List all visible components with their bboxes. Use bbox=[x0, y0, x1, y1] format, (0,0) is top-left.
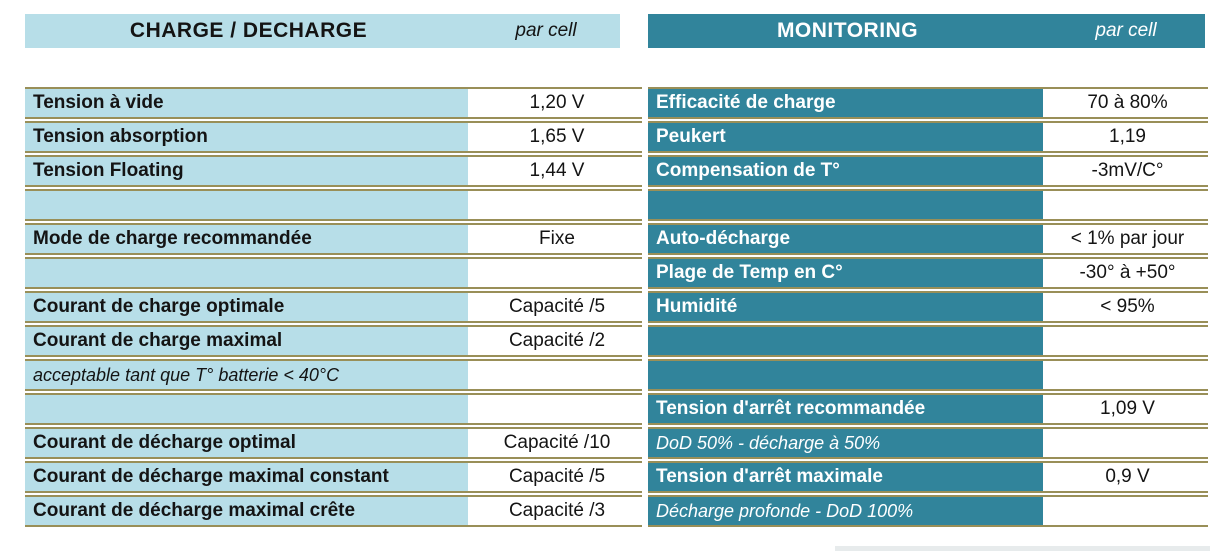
charge-decharge-row-3-spacer bbox=[25, 189, 642, 221]
monitoring-row-11: Tension d'arrêt maximale 0,9 V bbox=[648, 461, 1208, 493]
row-value: 1,44 V bbox=[472, 157, 642, 185]
row-label: Tension à vide bbox=[25, 89, 472, 117]
monitoring-row-2: Compensation de T° -3mV/C° bbox=[648, 155, 1208, 187]
monitoring-table: MONITORING par cell Efficacité de charge… bbox=[648, 14, 1208, 529]
monitoring-unit-label: par cell bbox=[1095, 20, 1157, 41]
monitoring-rows: Efficacité de charge 70 à 80% Peukert 1,19 C… bbox=[648, 87, 1208, 527]
row-value bbox=[472, 395, 642, 423]
row-value: Capacité /3 bbox=[472, 497, 642, 525]
row-label: Courant de charge maximal bbox=[25, 327, 472, 355]
row-value: 1,19 bbox=[1047, 123, 1208, 151]
monitoring-row-12: Décharge profonde - DoD 100% bbox=[648, 495, 1208, 527]
row-value: -3mV/C° bbox=[1047, 157, 1208, 185]
charge-decharge-row-7: Courant de charge maximal Capacité /2 bbox=[25, 325, 642, 357]
row-value bbox=[472, 259, 642, 287]
row-label: Tension absorption bbox=[25, 123, 472, 151]
monitoring-row-1: Peukert 1,19 bbox=[648, 121, 1208, 153]
row-value: Capacité /2 bbox=[472, 327, 642, 355]
row-value bbox=[1047, 497, 1208, 525]
row-label: Courant de décharge maximal crête bbox=[25, 497, 472, 525]
row-label bbox=[25, 259, 472, 287]
row-value bbox=[1047, 429, 1208, 457]
monitoring-row-0: Efficacité de charge 70 à 80% bbox=[648, 87, 1208, 119]
monitoring-row-10: DoD 50% - décharge à 50% bbox=[648, 427, 1208, 459]
row-value: 1,20 V bbox=[472, 89, 642, 117]
charge-decharge-rows: Tension à vide 1,20 V Tension absorption 1,… bbox=[25, 87, 642, 527]
row-label bbox=[25, 191, 472, 219]
row-label: Courant de charge optimale bbox=[25, 293, 472, 321]
row-label: DoD 50% - décharge à 50% bbox=[648, 429, 1047, 457]
row-label: acceptable tant que T° batterie < 40°C bbox=[25, 361, 472, 389]
charge-decharge-row-6: Courant de charge optimale Capacité /5 bbox=[25, 291, 642, 323]
row-value: Capacité /10 bbox=[472, 429, 642, 457]
row-label bbox=[648, 327, 1047, 355]
row-label bbox=[648, 191, 1047, 219]
row-label bbox=[25, 395, 472, 423]
row-value: -30° à +50° bbox=[1047, 259, 1208, 287]
charge-decharge-row-12: Courant de décharge maximal crête Capacit… bbox=[25, 495, 642, 527]
row-label: Tension Floating bbox=[25, 157, 472, 185]
charge-decharge-table: CHARGE / DECHARGE par cell Tension à vid… bbox=[25, 14, 642, 529]
monitoring-row-3-spacer bbox=[648, 189, 1208, 221]
row-label: Efficacité de charge bbox=[648, 89, 1047, 117]
monitoring-title: MONITORING bbox=[776, 19, 919, 42]
row-label: Décharge profonde - DoD 100% bbox=[648, 497, 1047, 525]
monitoring-row-6: Humidité < 95% bbox=[648, 291, 1208, 323]
charge-decharge-row-0: Tension à vide 1,20 V bbox=[25, 87, 642, 119]
charge-decharge-row-10: Courant de décharge optimal Capacité /10 bbox=[25, 427, 642, 459]
monitoring-row-4: Auto-décharge < 1% par jour bbox=[648, 223, 1208, 255]
monitoring-row-7-spacer bbox=[648, 325, 1208, 357]
row-value bbox=[1047, 361, 1208, 389]
charge-decharge-row-11: Courant de décharge maximal constant Capa… bbox=[25, 461, 642, 493]
charge-decharge-row-4: Mode de charge recommandée Fixe bbox=[25, 223, 642, 255]
row-value: < 95% bbox=[1047, 293, 1208, 321]
charge-decharge-title: CHARGE / DECHARGE bbox=[129, 19, 368, 42]
row-value: 1,65 V bbox=[472, 123, 642, 151]
monitoring-row-8-spacer bbox=[648, 359, 1208, 391]
row-value bbox=[1047, 327, 1208, 355]
monitoring-header: MONITORING par cell bbox=[648, 14, 1205, 48]
row-label: Mode de charge recommandée bbox=[25, 225, 472, 253]
row-label: Compensation de T° bbox=[648, 157, 1047, 185]
charge-decharge-header: CHARGE / DECHARGE par cell bbox=[25, 14, 620, 48]
row-label: Peukert bbox=[648, 123, 1047, 151]
row-value: Capacité /5 bbox=[472, 293, 642, 321]
row-label: Courant de décharge maximal constant bbox=[25, 463, 472, 491]
row-value: Capacité /5 bbox=[472, 463, 642, 491]
row-label: Humidité bbox=[648, 293, 1047, 321]
charge-decharge-row-9-spacer bbox=[25, 393, 642, 425]
monitoring-row-5: Plage de Temp en C° -30° à +50° bbox=[648, 257, 1208, 289]
row-label: Tension d'arrêt maximale bbox=[648, 463, 1047, 491]
row-value bbox=[472, 191, 642, 219]
row-value bbox=[1047, 191, 1208, 219]
row-value: 0,9 V bbox=[1047, 463, 1208, 491]
row-label: Plage de Temp en C° bbox=[648, 259, 1047, 287]
row-label: Courant de décharge optimal bbox=[25, 429, 472, 457]
row-label: Tension d'arrêt recommandée bbox=[648, 395, 1047, 423]
row-label bbox=[648, 361, 1047, 389]
row-value bbox=[472, 361, 642, 389]
row-value: 1,09 V bbox=[1047, 395, 1208, 423]
row-value: 70 à 80% bbox=[1047, 89, 1208, 117]
charge-decharge-row-2: Tension Floating 1,44 V bbox=[25, 155, 642, 187]
charge-decharge-row-8: acceptable tant que T° batterie < 40°C bbox=[25, 359, 642, 391]
row-label: Auto-décharge bbox=[648, 225, 1047, 253]
bottom-cutoff-row-edge bbox=[835, 546, 1210, 551]
row-value: Fixe bbox=[472, 225, 642, 253]
row-value: < 1% par jour bbox=[1047, 225, 1208, 253]
charge-decharge-unit-label: par cell bbox=[515, 20, 577, 41]
charge-decharge-row-1: Tension absorption 1,65 V bbox=[25, 121, 642, 153]
charge-decharge-row-5-spacer bbox=[25, 257, 642, 289]
monitoring-row-9: Tension d'arrêt recommandée 1,09 V bbox=[648, 393, 1208, 425]
